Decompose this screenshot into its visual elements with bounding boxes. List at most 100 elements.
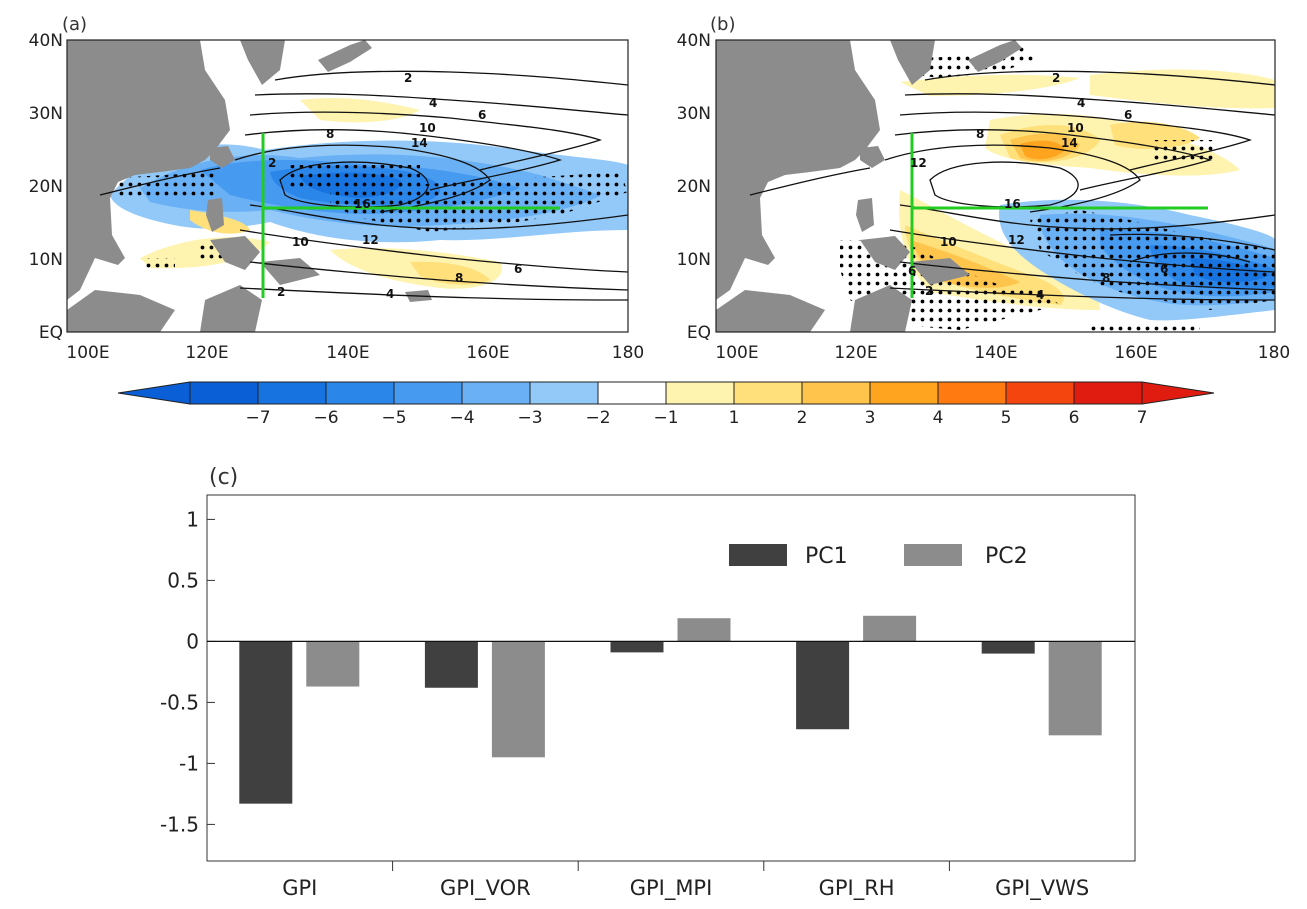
colorbar-right-arrow [1141,381,1215,405]
colorbar-segment [189,381,259,405]
lat-tick-b-20n: 20N [677,177,711,197]
map-panel-a: (a) [29,14,645,363]
lon-tick-a-120e: 120E [185,343,228,363]
legend: PC1 PC2 [729,544,1028,569]
legend-swatch-pc2 [904,544,962,566]
bar-pc1-gpi [239,641,293,804]
svg-text:6: 6 [908,264,916,278]
bar-pc1-gpi-mpi [610,641,664,653]
map-frame-b [715,39,1276,333]
colorbar-segment [665,381,735,405]
colorbar-segment [461,381,531,405]
svg-text:16: 16 [1004,197,1021,211]
lat-tick-a-eq: EQ [39,323,63,343]
colorbar-segment [1005,381,1075,405]
colorbar-tick-label: −3 [517,408,542,428]
y-tick-label: -1 [179,751,199,775]
svg-text:10: 10 [940,235,957,249]
bar-pc1-gpi-vor [424,641,478,688]
colorbar-segment [529,381,599,405]
colorbar-tick-label: 6 [1069,408,1080,428]
lon-tick-b-100e: 100E [715,343,758,363]
bar-pc1-gpi-rh [796,641,850,730]
x-tick-label: GPI_RH [819,876,895,901]
y-tick-label: 0 [186,629,199,653]
lat-tick-a-30n: 30N [29,104,63,124]
svg-text:10: 10 [292,235,309,249]
svg-text:2: 2 [268,156,276,170]
x-tick-label: GPI_VOR [440,876,531,901]
x-tick-label: GPI [282,876,317,900]
colorbar: −7 −6 −5 −4 −3 −2 −1 1 2 3 4 5 6 7 [117,381,1215,428]
colorbar-tick-label: −5 [381,408,406,428]
svg-text:4: 4 [386,287,394,301]
colorbar-tick-label: 3 [865,408,876,428]
svg-text:12: 12 [910,156,927,170]
lon-tick-b-140e: 140E [974,343,1017,363]
lat-tick-a-20n: 20N [29,177,63,197]
y-tick-label: 0.5 [167,568,199,592]
lat-axis-b: 40N 30N 20N 10N EQ [677,31,711,343]
colorbar-tick-label: −7 [245,408,270,428]
svg-text:8: 8 [976,127,984,141]
svg-text:4: 4 [1036,288,1044,302]
map-frame-a [66,39,629,333]
map-panel-b: (b) [677,14,1291,363]
svg-text:2: 2 [1052,71,1060,85]
svg-text:16: 16 [354,197,371,211]
lon-axis-a: 100E 120E 140E 160E 180 [66,343,644,363]
land-a [67,40,432,332]
contour-labels-b: 2 4 6 8 10 14 12 16 10 12 8 6 6 2 4 [908,71,1168,302]
lon-tick-a-100e: 100E [66,343,109,363]
legend-label-pc1: PC1 [805,544,848,569]
colorbar-tick-label: −1 [653,408,678,428]
svg-text:4: 4 [429,96,437,110]
colorbar-segment [393,381,463,405]
svg-text:14: 14 [411,136,428,150]
colorbar-tick-label: 7 [1137,408,1148,428]
colorbar-segment [733,381,803,405]
contour-labels-a: 2 4 6 8 10 14 2 16 10 12 8 6 4 2 [268,71,522,301]
bar-pc2-gpi-rh [863,615,917,642]
svg-text:10: 10 [1067,121,1084,135]
colorbar-segment [869,381,939,405]
svg-text:6: 6 [1160,262,1168,276]
land-b [716,40,1022,332]
y-tick-label: -0.5 [160,690,199,714]
bar-pc1-gpi-vws [981,641,1035,654]
colorbar-tick-label: −2 [585,408,610,428]
legend-swatch-pc1 [729,544,787,566]
svg-text:6: 6 [478,108,486,122]
colorbar-tick-label: −4 [449,408,474,428]
colorbar-tick-label: −6 [313,408,338,428]
x-tick-label: GPI_MPI [630,876,713,901]
colorbar-segment [257,381,327,405]
svg-text:12: 12 [1008,233,1025,247]
colorbar-tick-label: 4 [933,408,944,428]
colorbar-segment [597,381,667,405]
bar-pc2-gpi-vor [491,641,545,758]
plot-frame [206,494,1136,862]
svg-text:6: 6 [514,262,522,276]
y-tick-label: 1 [186,507,199,531]
svg-text:2: 2 [925,284,933,298]
panel-a-label: (a) [62,14,87,35]
colorbar-tick-label: 1 [729,408,740,428]
svg-text:6: 6 [1124,108,1132,122]
bar-pc2-gpi-mpi [677,618,731,642]
colorbar-segment [1073,381,1143,405]
y-tick-label: -1.5 [160,812,199,836]
lat-tick-a-10n: 10N [29,250,63,270]
svg-text:8: 8 [1102,271,1110,285]
gpi-contours-a [99,70,628,301]
lon-tick-a-180: 180 [612,343,644,363]
lon-tick-b-120e: 120E [834,343,877,363]
legend-label-pc2: PC2 [985,544,1028,569]
lon-tick-b-160e: 160E [1114,343,1157,363]
lon-tick-b-180: 180 [1258,343,1290,363]
colorbar-tick-label: 2 [797,408,808,428]
svg-text:10: 10 [419,121,436,135]
svg-text:2: 2 [404,71,412,85]
region-box-b [910,133,1208,298]
